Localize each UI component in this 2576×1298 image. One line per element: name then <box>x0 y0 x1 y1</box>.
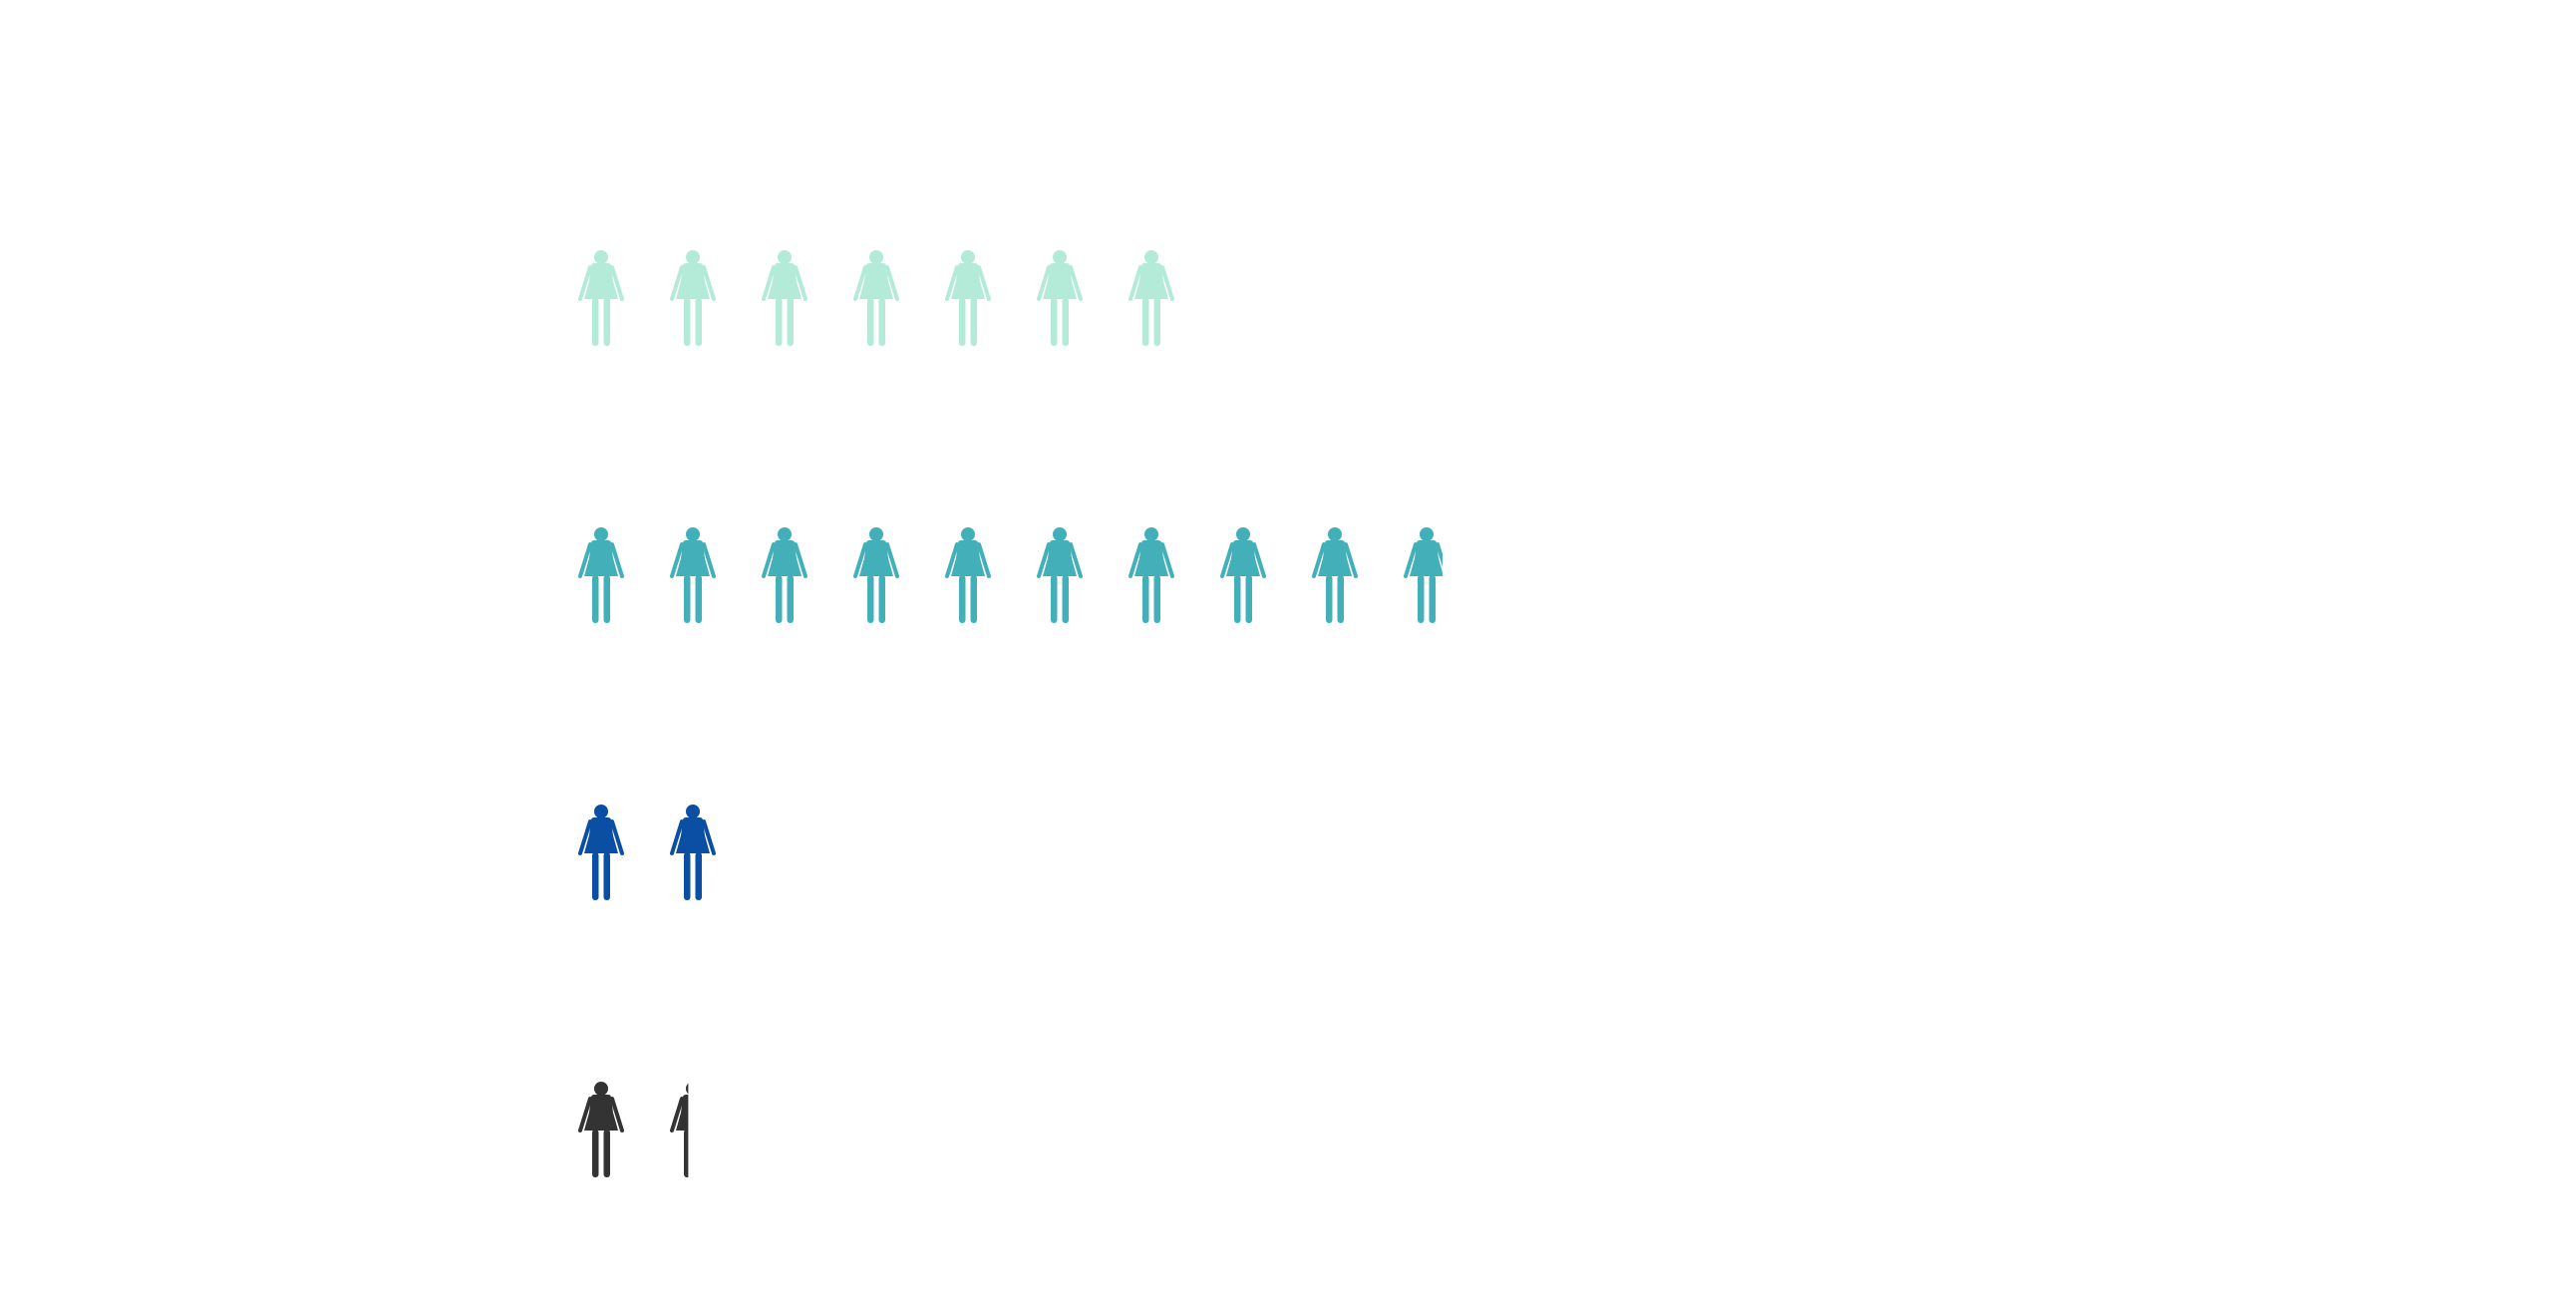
woman-icon <box>853 250 899 346</box>
woman-icon <box>762 527 807 623</box>
woman-icon <box>1312 527 1358 623</box>
woman-icon <box>945 527 991 623</box>
woman-icon <box>670 1083 689 1177</box>
woman-icon <box>1220 527 1266 623</box>
woman-icon <box>578 1082 624 1177</box>
woman-icon <box>1128 527 1174 623</box>
woman-icon <box>670 805 716 900</box>
woman-icon <box>578 250 624 346</box>
woman-icon <box>578 527 624 623</box>
woman-icon <box>670 250 716 346</box>
woman-icon <box>1128 250 1174 346</box>
woman-icon <box>945 250 991 346</box>
woman-icon <box>1404 527 1444 623</box>
woman-icon <box>1037 527 1083 623</box>
woman-icon <box>762 250 807 346</box>
woman-icon <box>578 805 624 900</box>
woman-icon <box>853 527 899 623</box>
woman-icon <box>670 527 716 623</box>
woman-icon <box>1037 250 1083 346</box>
